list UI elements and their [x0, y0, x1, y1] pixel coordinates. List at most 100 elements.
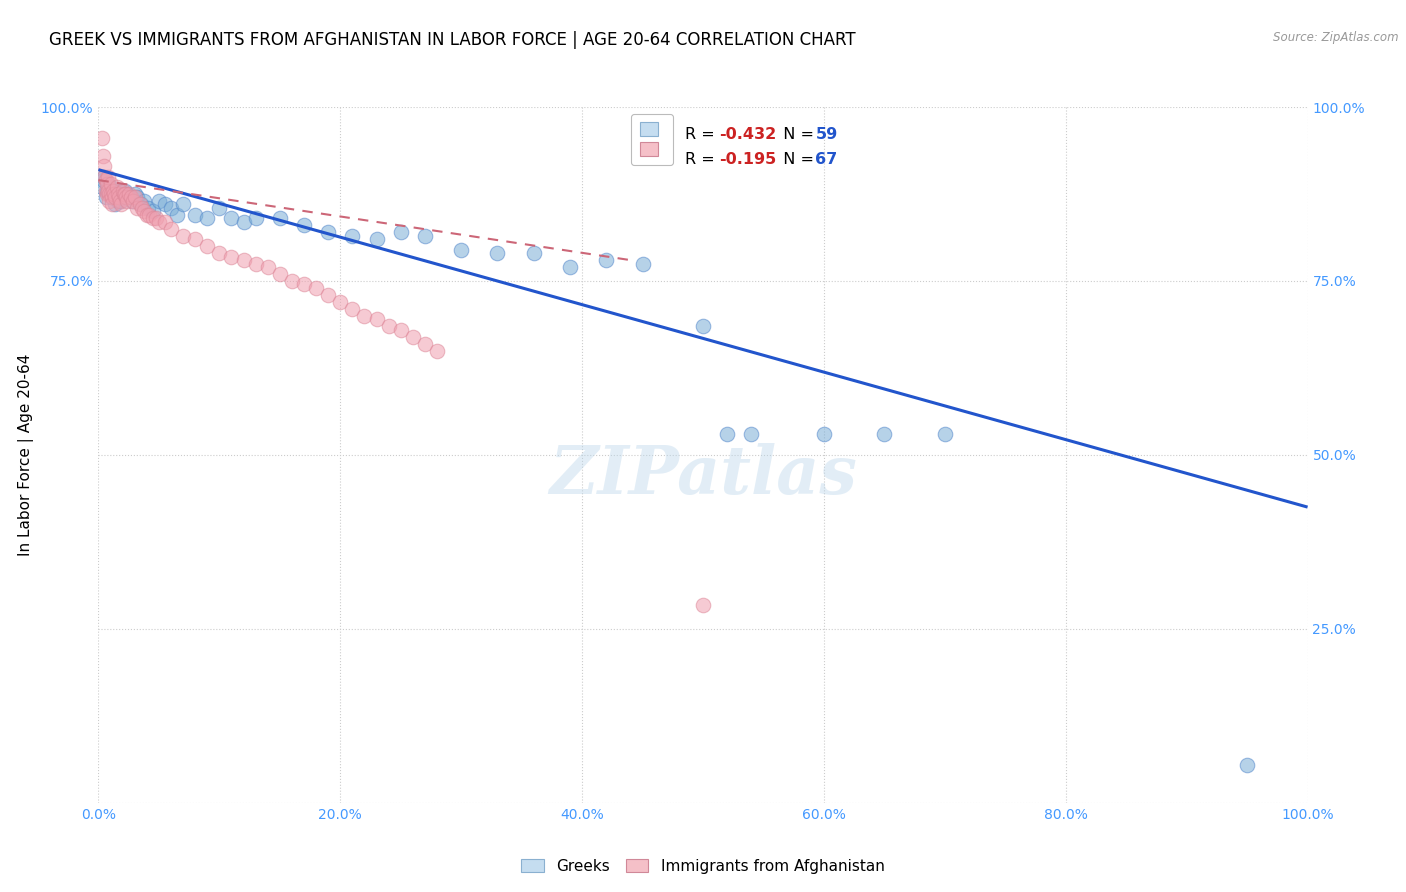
Point: [100, 190, 122, 204]
Point: [631, 257, 654, 271]
Point: [91, 173, 114, 187]
Point: [153, 197, 176, 211]
Point: [342, 228, 364, 243]
Point: [148, 215, 170, 229]
Point: [486, 246, 509, 260]
Point: [292, 277, 315, 292]
Point: [692, 319, 714, 334]
Point: [184, 232, 207, 246]
Point: [94, 173, 117, 187]
Point: [98, 187, 121, 202]
Point: [93, 159, 115, 173]
Text: ZIPatlas: ZIPatlas: [550, 443, 856, 508]
Point: [108, 190, 131, 204]
Point: [256, 260, 278, 274]
Point: [145, 211, 167, 226]
Text: -0.432: -0.432: [718, 127, 776, 142]
Point: [377, 319, 399, 334]
Point: [153, 215, 176, 229]
Point: [107, 187, 129, 202]
Point: [523, 246, 546, 260]
Legend: Greeks, Immigrants from Afghanistan: Greeks, Immigrants from Afghanistan: [515, 853, 891, 880]
Point: [122, 194, 145, 208]
Text: R =: R =: [685, 127, 720, 142]
Point: [96, 184, 118, 198]
Point: [269, 267, 291, 281]
Point: [104, 197, 127, 211]
Point: [103, 187, 125, 202]
Point: [94, 184, 117, 198]
Text: -0.195: -0.195: [718, 153, 776, 168]
Point: [413, 228, 436, 243]
Point: [107, 194, 129, 208]
Point: [305, 281, 328, 295]
Point: [127, 190, 149, 204]
Point: [160, 222, 183, 236]
Point: [934, 427, 956, 442]
Point: [111, 184, 134, 198]
Point: [142, 204, 165, 219]
Point: [108, 184, 131, 198]
Point: [558, 260, 581, 274]
Point: [96, 177, 118, 191]
Point: [114, 184, 136, 198]
Point: [136, 201, 159, 215]
Point: [105, 180, 128, 194]
Text: R =: R =: [685, 153, 720, 168]
Text: Source: ZipAtlas.com: Source: ZipAtlas.com: [1274, 31, 1399, 45]
Point: [1236, 757, 1258, 772]
Point: [389, 323, 412, 337]
Point: [595, 253, 617, 268]
Point: [208, 246, 231, 260]
Point: [108, 194, 131, 208]
Legend: , : ,: [631, 114, 673, 165]
Point: [100, 197, 122, 211]
Point: [134, 204, 156, 219]
Point: [117, 187, 139, 202]
Point: [127, 201, 149, 215]
Point: [111, 190, 134, 204]
Point: [221, 250, 243, 264]
Point: [195, 211, 218, 226]
Point: [138, 208, 160, 222]
Point: [232, 215, 254, 229]
Point: [105, 190, 128, 204]
Point: [281, 274, 304, 288]
Point: [91, 131, 114, 145]
Point: [172, 228, 194, 243]
Point: [100, 187, 122, 202]
Y-axis label: In Labor Force | Age 20-64: In Labor Force | Age 20-64: [18, 354, 34, 556]
Point: [114, 187, 136, 202]
Point: [96, 187, 118, 202]
Point: [104, 190, 127, 204]
Point: [316, 288, 339, 302]
Point: [134, 194, 156, 208]
Point: [103, 187, 125, 202]
Text: N =: N =: [773, 127, 820, 142]
Point: [316, 225, 339, 239]
Point: [94, 190, 117, 204]
Point: [413, 336, 436, 351]
Text: GREEK VS IMMIGRANTS FROM AFGHANISTAN IN LABOR FORCE | AGE 20-64 CORRELATION CHAR: GREEK VS IMMIGRANTS FROM AFGHANISTAN IN …: [49, 31, 856, 49]
Point: [692, 598, 714, 612]
Point: [292, 219, 315, 233]
Point: [101, 184, 124, 198]
Point: [121, 194, 143, 208]
Point: [426, 343, 449, 358]
Point: [221, 211, 243, 226]
Point: [142, 211, 165, 226]
Point: [172, 197, 194, 211]
Point: [128, 197, 150, 211]
Point: [120, 190, 142, 204]
Point: [124, 187, 146, 202]
Point: [366, 232, 388, 246]
Point: [329, 294, 352, 309]
Point: [110, 197, 132, 211]
Point: [740, 427, 762, 442]
Point: [208, 201, 231, 215]
Point: [195, 239, 218, 253]
Point: [245, 211, 267, 226]
Point: [813, 427, 835, 442]
Point: [135, 208, 157, 222]
Point: [129, 197, 152, 211]
